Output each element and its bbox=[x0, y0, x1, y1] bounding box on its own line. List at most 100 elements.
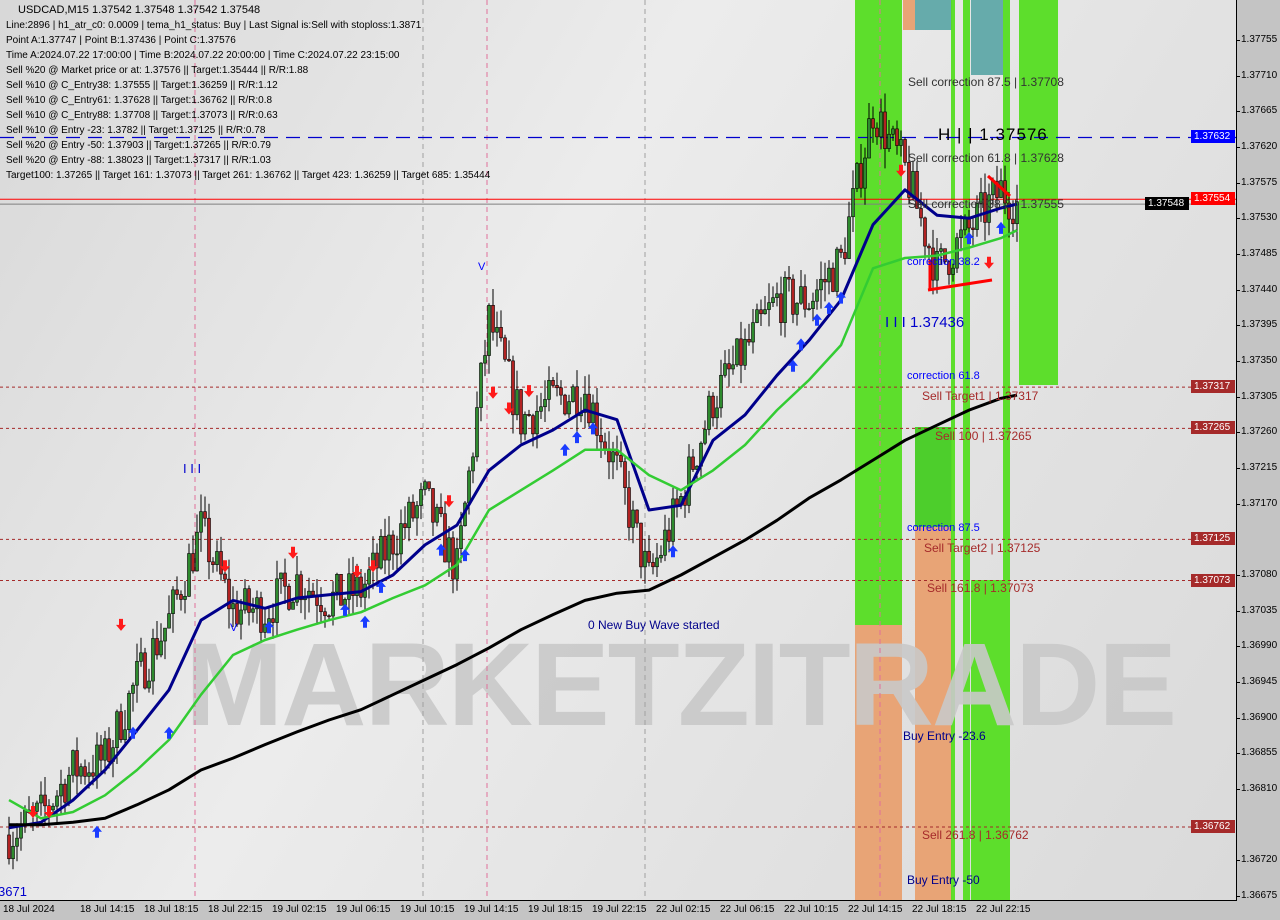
candle bbox=[743, 338, 747, 366]
candle bbox=[327, 615, 331, 618]
candle bbox=[391, 534, 395, 555]
candle bbox=[175, 589, 179, 595]
candle bbox=[747, 338, 751, 343]
candle bbox=[415, 505, 419, 519]
y-tick-label: 1.36945 bbox=[1235, 675, 1278, 687]
lll-label: I I I 1.37436 bbox=[885, 314, 965, 331]
sell-correction-875-label: Sell correction 87.5 | 1.37708 bbox=[908, 75, 1064, 89]
price-tag: 1.37317 bbox=[1191, 380, 1235, 394]
buy-arrow-icon bbox=[668, 545, 678, 558]
candle bbox=[131, 684, 135, 694]
candle bbox=[507, 358, 511, 362]
candle bbox=[767, 302, 771, 310]
candle bbox=[471, 456, 475, 472]
buy-arrow-icon bbox=[360, 615, 370, 628]
sell-arrow-icon bbox=[504, 402, 514, 415]
candle bbox=[527, 414, 531, 416]
x-tick-label: 18 Jul 18:15 bbox=[144, 904, 199, 915]
info-panel: USDCAD,M15 1.37542 1.37548 1.37542 1.375… bbox=[6, 3, 490, 183]
time-axis[interactable]: 18 Jul 2024 18 Jul 14:15 18 Jul 18:15 18 Ju… bbox=[0, 901, 1236, 920]
candle bbox=[411, 501, 415, 519]
correction-618-label: correction 61.8 bbox=[907, 370, 980, 382]
candle bbox=[807, 308, 811, 310]
candle bbox=[523, 414, 527, 435]
y-tick-label: 1.37665 bbox=[1235, 105, 1278, 117]
candle bbox=[295, 574, 299, 603]
zone-band bbox=[1003, 0, 1010, 900]
candle bbox=[691, 456, 695, 470]
candle bbox=[495, 327, 499, 333]
y-tick-label: 1.37620 bbox=[1235, 140, 1278, 152]
y-tick-label: 1.37440 bbox=[1235, 283, 1278, 295]
buy-arrow-icon bbox=[572, 431, 582, 444]
candle bbox=[835, 248, 839, 292]
zone-band bbox=[915, 527, 952, 900]
sell-arrow-icon bbox=[524, 385, 534, 398]
zone-band bbox=[971, 580, 1003, 900]
candle bbox=[287, 585, 291, 610]
candle bbox=[347, 573, 351, 600]
x-tick-label: 22 Jul 06:15 bbox=[720, 904, 775, 915]
price-tag: 1.37073 bbox=[1191, 573, 1235, 587]
y-tick-label: 1.36675 bbox=[1235, 889, 1278, 901]
price-tag: 1.37548 bbox=[1145, 197, 1189, 211]
buy-arrow-icon bbox=[788, 359, 798, 372]
y-tick-label: 1.37710 bbox=[1235, 69, 1278, 81]
pattern-line bbox=[986, 174, 1012, 198]
candle bbox=[631, 509, 635, 528]
candle bbox=[971, 227, 975, 230]
candle bbox=[503, 337, 507, 360]
watermark-logo: MARKETZITRADE bbox=[185, 619, 1175, 751]
candles bbox=[7, 93, 1019, 870]
x-tick-label: 19 Jul 10:15 bbox=[400, 904, 455, 915]
candle bbox=[583, 393, 587, 413]
candle bbox=[915, 171, 919, 209]
info-line: Target100: 1.37265 || Target 161: 1.3707… bbox=[6, 170, 491, 181]
sell-arrow-icon bbox=[352, 565, 362, 578]
candle bbox=[1011, 218, 1015, 225]
info-line: Sell %10 @ Entry -23: 1.3782 || Target:1… bbox=[6, 125, 266, 136]
candle bbox=[611, 451, 615, 463]
candle bbox=[663, 529, 667, 556]
candle bbox=[423, 481, 427, 490]
candle bbox=[987, 194, 991, 223]
y-tick-label: 1.36810 bbox=[1235, 782, 1278, 794]
sell-100-label: Sell 100 | 1.37265 bbox=[935, 429, 1032, 443]
x-tick-label: 22 Jul 18:15 bbox=[912, 904, 967, 915]
candle bbox=[403, 523, 407, 528]
vertical-dividers bbox=[194, 0, 881, 900]
y-tick-label: 1.37530 bbox=[1235, 212, 1278, 224]
candle bbox=[939, 248, 943, 252]
zone-band bbox=[915, 0, 952, 30]
candle bbox=[475, 407, 479, 458]
candle bbox=[783, 277, 787, 323]
candle bbox=[323, 611, 327, 617]
wave-v-low-label: V bbox=[230, 622, 238, 634]
candle bbox=[339, 574, 343, 606]
bottom-left-wave-label: 3671 bbox=[0, 884, 27, 899]
candle bbox=[191, 553, 195, 572]
candle bbox=[335, 574, 339, 593]
candle bbox=[171, 589, 175, 614]
sell-arrow-icon bbox=[116, 618, 126, 631]
candle bbox=[851, 188, 855, 218]
candle bbox=[407, 501, 411, 528]
candle bbox=[899, 139, 903, 146]
candle bbox=[39, 794, 43, 804]
sell-arrow-icon bbox=[896, 164, 906, 177]
candle bbox=[827, 267, 831, 283]
y-tick-label: 1.36855 bbox=[1235, 747, 1278, 759]
candle bbox=[595, 402, 599, 436]
candle bbox=[903, 139, 907, 163]
candle bbox=[71, 750, 75, 776]
candle bbox=[299, 574, 303, 601]
price-axis[interactable]: 1.37755 1.37710 1.37665 1.37620 1.37575 1.375… bbox=[1235, 0, 1280, 901]
sell-arrow-icon bbox=[28, 805, 38, 818]
chart-area[interactable]: MARKETZITRADE USDCAD,M15 1.37542 1.37548… bbox=[0, 0, 1237, 901]
candle bbox=[707, 395, 711, 430]
candle bbox=[331, 591, 335, 617]
candle bbox=[499, 327, 503, 339]
candle bbox=[279, 572, 283, 580]
x-tick-label: 22 Jul 14:15 bbox=[848, 904, 903, 915]
moving-average-line bbox=[8, 229, 1018, 820]
